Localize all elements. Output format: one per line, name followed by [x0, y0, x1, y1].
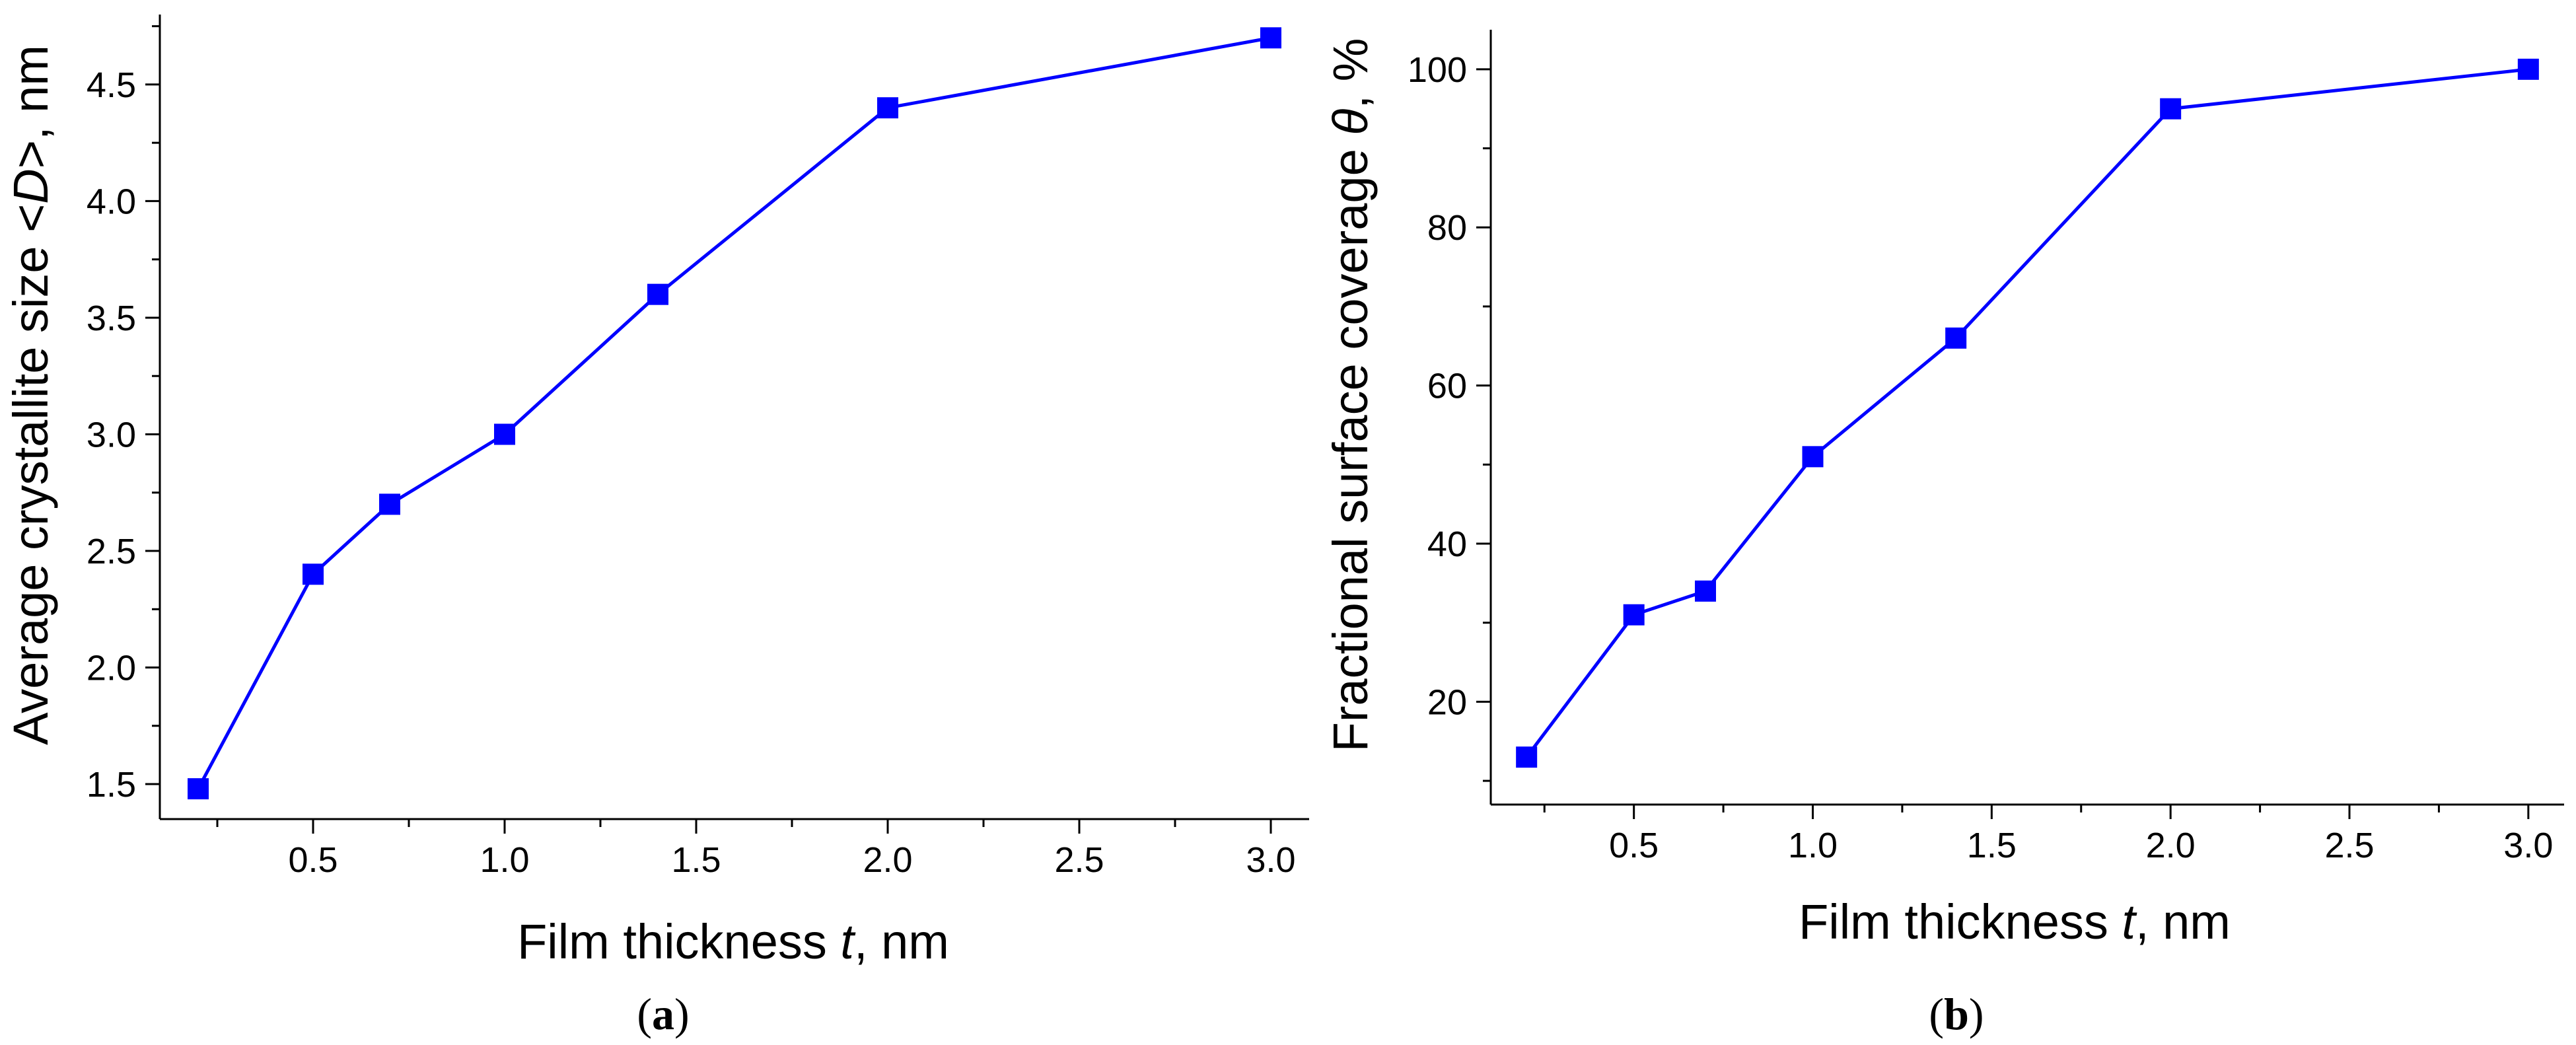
data-point-marker [2517, 58, 2539, 80]
y-tick-label: 2.5 [87, 532, 136, 571]
y-tick-label: 80 [1427, 208, 1467, 248]
data-point-marker [877, 97, 898, 119]
x-tick-label: 3.0 [1246, 840, 1295, 880]
y-tick-label: 1.5 [87, 765, 136, 805]
x-tick-label: 1.0 [480, 840, 529, 880]
x-tick-label: 3.0 [2503, 826, 2553, 865]
data-point-marker [188, 778, 209, 800]
y-tick-label: 40 [1427, 524, 1467, 564]
data-point-marker [1516, 746, 1538, 768]
x-tick-label: 2.0 [863, 840, 912, 880]
data-point-marker [2160, 98, 2182, 120]
x-ticks-a: 0.5 1.0 1.5 2.0 2.5 3.0 [216, 819, 1296, 880]
y-tick-label: 20 [1427, 682, 1467, 722]
x-tick-label: 0.5 [288, 840, 338, 880]
data-point-marker [1802, 446, 1824, 468]
y-tick-label: 100 [1408, 50, 1467, 90]
x-tick-label: 1.0 [1788, 826, 1838, 865]
data-point-marker [494, 423, 515, 445]
chart-panel-a: 0.5 1.0 1.5 2.0 2.5 3.0 1.5 2.0 2.5 3.0 3.5 4.0 4.5… [3, 15, 1309, 1039]
data-point-marker [379, 493, 400, 515]
data-point-marker [1260, 27, 1281, 49]
x-tick-label: 0.5 [1609, 826, 1659, 865]
series-b [1516, 58, 2539, 768]
y-tick-label: 3.0 [87, 415, 136, 454]
data-point-marker [1623, 604, 1645, 626]
chart-panel-b: 0.5 1.0 1.5 2.0 2.5 3.0 20 40 60 80 100 Film thic… [1323, 30, 2564, 1039]
y-ticks-b: 20 40 60 80 100 [1408, 50, 1491, 782]
y-tick-label: 4.0 [87, 182, 136, 221]
x-ticks-b: 0.5 1.0 1.5 2.0 2.5 3.0 [1543, 805, 2553, 865]
x-tick-label: 2.5 [1054, 840, 1104, 880]
y-tick-label: 3.5 [87, 299, 136, 338]
x-tick-label: 1.5 [1967, 826, 2017, 865]
x-axis-title-a: Film thickness t, nm [517, 914, 949, 969]
y-axis-title-b: Fractional surface coverage θ, % [1323, 38, 1378, 752]
data-point-marker [1695, 580, 1716, 602]
panel-label-b: (b) [1929, 989, 1984, 1039]
x-axis-title-b: Film thickness t, nm [1799, 894, 2231, 949]
y-tick-label: 2.0 [87, 649, 136, 688]
y-axis-title-a: Average crystallite size <D>, nm [3, 45, 58, 745]
y-ticks-a: 1.5 2.0 2.5 3.0 3.5 4.0 4.5 [87, 25, 160, 805]
x-tick-label: 2.0 [2146, 826, 2196, 865]
data-point-marker [1945, 327, 1967, 349]
series-a [188, 27, 1281, 800]
x-tick-label: 2.5 [2324, 826, 2374, 865]
y-tick-label: 60 [1427, 367, 1467, 406]
data-point-marker [303, 563, 324, 585]
data-point-marker [647, 283, 668, 305]
axes-a [159, 15, 1309, 820]
axes-b [1489, 30, 2564, 806]
panel-label-a: (a) [637, 989, 689, 1039]
x-tick-label: 1.5 [671, 840, 721, 880]
y-tick-label: 4.5 [87, 65, 136, 105]
